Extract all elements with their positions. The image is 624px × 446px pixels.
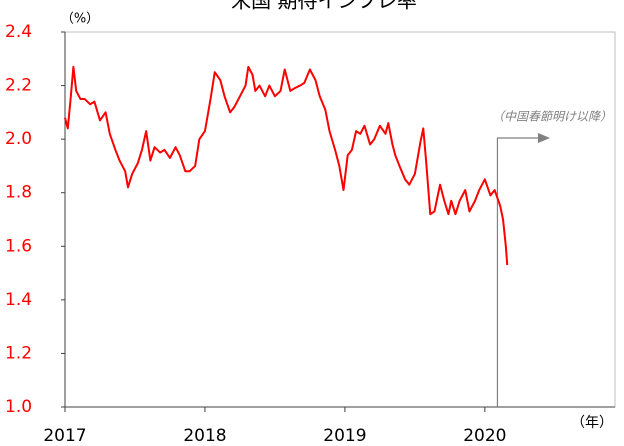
line-series (64, 65, 509, 266)
y-tick-label: 1.6 (5, 236, 32, 256)
x-tick-label: 2020 (463, 426, 506, 446)
arrow-head (538, 133, 550, 143)
x-tick-label: 2017 (43, 426, 86, 446)
y-tick-label: 2.2 (5, 76, 32, 96)
y-tick-label: 1.8 (5, 183, 32, 203)
y-tick-label: 1.4 (5, 290, 32, 310)
x-tick-label: 2019 (323, 426, 366, 446)
chart-title: 米国 期待インフレ率 (231, 0, 417, 13)
annotation-text: （中国春節明け以降） (492, 110, 612, 124)
y-unit: （%） (61, 12, 99, 27)
x-unit: （年） (571, 415, 613, 431)
annotation-arrow (496, 137, 540, 407)
plot-frame (64, 31, 616, 408)
y-tick-label: 1.0 (5, 397, 32, 417)
y-tick-label: 1.2 (5, 343, 32, 363)
y-tick-label: 2.0 (5, 129, 32, 149)
y-tick-label: 2.4 (5, 22, 32, 42)
x-tick-label: 2018 (183, 426, 226, 446)
